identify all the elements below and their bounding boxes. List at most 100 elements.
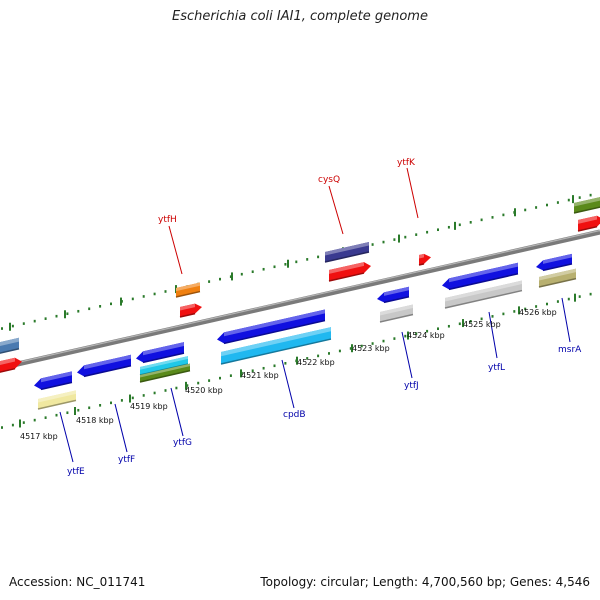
gene-ytfH-orange-shadow <box>175 290 201 298</box>
gene-ytfE-yellow-shadow <box>37 399 77 410</box>
gene-ytfJ-blue <box>377 286 410 304</box>
gene-cpdB-skyblue-shadow <box>220 338 332 365</box>
gene-steel-edge-shadow <box>0 348 20 354</box>
leader-cysQ <box>328 185 344 235</box>
gene-red-left-edge-shadow <box>0 367 16 373</box>
kbp-label: 4523 kbp <box>352 344 390 353</box>
gene-label-ytfE[interactable]: ytfE <box>67 467 85 477</box>
gene-cpdB-blue-shadow <box>223 319 326 345</box>
gene-label-ytfF[interactable]: ytfF <box>118 455 135 465</box>
leader-ytfE <box>59 411 74 463</box>
accession-text: Accession: NC_011741 <box>9 575 146 589</box>
kbp-label: 4518 kbp <box>76 416 114 425</box>
gene-ytfH-red-shadow <box>179 312 196 318</box>
gene-ytfH-orange-highlight <box>176 282 200 292</box>
gene-cysQ-red-body <box>329 262 371 281</box>
gene-label-ytfG[interactable]: ytfG <box>173 438 192 448</box>
gene-msrA-khaki-highlight <box>539 268 576 281</box>
genome-summary-text: Topology: circular; Length: 4,700,560 bp… <box>260 575 590 589</box>
gene-ytfL-gray-shadow <box>444 289 523 309</box>
forward-tick-track <box>1 193 592 331</box>
gene-red-edge-shadow <box>577 225 598 232</box>
gene-red-edge-highlight <box>578 215 597 224</box>
genome-backbone <box>0 229 600 371</box>
kbp-label: 4519 kbp <box>130 402 168 411</box>
gene-ytfL-blue-highlight <box>449 262 518 283</box>
gene-label-msrA[interactable]: msrA <box>558 345 582 355</box>
gene-label-ytfK[interactable]: ytfK <box>397 158 416 168</box>
gene-ytfE-yellow-highlight <box>38 390 76 403</box>
gene-ytfF-blue-shadow <box>83 365 132 378</box>
gene-cpdB-blue-highlight <box>224 309 325 337</box>
leader-ytfJ <box>401 331 413 379</box>
gene-ytfL-blue-shadow <box>448 273 519 291</box>
gene-ytfJ-blue-highlight <box>384 286 409 296</box>
gene-ytfE-blue <box>34 371 73 391</box>
gene-features <box>0 197 600 410</box>
gene-ytfH-orange <box>175 282 201 298</box>
leader-ytfL <box>488 311 498 359</box>
kbp-label: 4525 kbp <box>463 320 501 329</box>
kbp-label: 4524 kbp <box>407 331 445 340</box>
kbp-label: 4517 kbp <box>20 432 58 441</box>
gene-ytfG-olive-shadow <box>139 369 191 383</box>
gene-ytfK-red-highlight <box>419 253 424 259</box>
kbp-label: 4522 kbp <box>297 358 335 367</box>
gene-cysQ-red-highlight <box>329 262 364 274</box>
gene-olive-edge <box>573 197 600 214</box>
gene-ytfL-blue <box>442 262 519 291</box>
gene-ytfE-blue-highlight <box>41 371 72 383</box>
gene-cysQ-navy-shadow <box>324 251 370 263</box>
gene-ytfL-gray-highlight <box>445 280 522 302</box>
gene-msrA-blue-highlight <box>543 253 572 264</box>
gene-olive-edge-shadow <box>573 206 600 214</box>
gene-ytfG-olive-highlight <box>140 363 190 378</box>
gene-cpdB-skyblue-highlight <box>221 327 331 357</box>
gene-label-ytfL[interactable]: ytfL <box>488 363 505 373</box>
gene-red-left-edge-highlight <box>0 357 15 365</box>
genome-backbone-highlight <box>0 229 600 368</box>
gene-red-edge <box>577 215 600 232</box>
gene-olive-edge-highlight <box>574 197 600 207</box>
gene-label-cpdB[interactable]: cpdB <box>283 410 306 420</box>
kbp-label: 4521 kbp <box>241 371 279 380</box>
gene-cysQ-red <box>328 262 371 282</box>
gene-label-cysQ[interactable]: cysQ <box>318 175 340 185</box>
gene-cysQ-navy-highlight <box>325 242 369 256</box>
gene-steel-edge-highlight <box>0 337 19 346</box>
map-title: Escherichia coli IAI1, complete genome <box>172 9 428 24</box>
reverse-tick-track <box>1 292 592 429</box>
kbp-label: 4520 kbp <box>185 386 223 395</box>
label-leader-lines <box>59 167 571 463</box>
gene-labels: ytfH cysQ ytfK ytfE ytfF ytfG cpdB ytfJ … <box>67 158 582 477</box>
leader-msrA <box>561 297 571 343</box>
gene-label-ytfH[interactable]: ytfH <box>158 215 177 225</box>
gene-ytfF-blue <box>77 354 132 378</box>
leader-ytfH <box>168 225 183 275</box>
gene-msrA-blue-shadow <box>542 263 573 272</box>
gene-ytfG-cyan-highlight <box>140 356 188 370</box>
gene-ytfG-olive <box>139 363 191 383</box>
leader-ytfK <box>406 167 419 219</box>
gene-label-ytfJ[interactable]: ytfJ <box>404 381 419 391</box>
gene-ytfK-red <box>418 253 431 266</box>
gene-red-left-edge <box>0 357 22 373</box>
gene-ytfH-red <box>179 303 202 318</box>
gene-ytfJ-gray-highlight <box>380 304 413 316</box>
gene-msrA-khaki-shadow <box>538 277 577 288</box>
gene-ytfG-blue-shadow <box>142 352 185 364</box>
gene-ytfK-red-shadow <box>418 263 425 266</box>
gene-cysQ-red-shadow <box>328 272 365 282</box>
leader-cpdB <box>281 359 295 409</box>
gene-ytfJ-gray <box>379 304 414 323</box>
gene-msrA-blue <box>536 253 573 272</box>
gene-cpdB-blue <box>217 309 326 345</box>
kbp-labels: 4517 kbp 4518 kbp 4519 kbp 4520 kbp 4521… <box>20 308 557 441</box>
gene-ytfG-blue-highlight <box>143 342 184 356</box>
gene-ytfL-gray <box>444 280 523 309</box>
gene-ytfF-blue-highlight <box>84 354 131 370</box>
gene-cpdB-skyblue <box>220 327 332 365</box>
gene-ytfE-yellow <box>37 390 77 410</box>
kbp-label: 4526 kbp <box>519 308 557 317</box>
